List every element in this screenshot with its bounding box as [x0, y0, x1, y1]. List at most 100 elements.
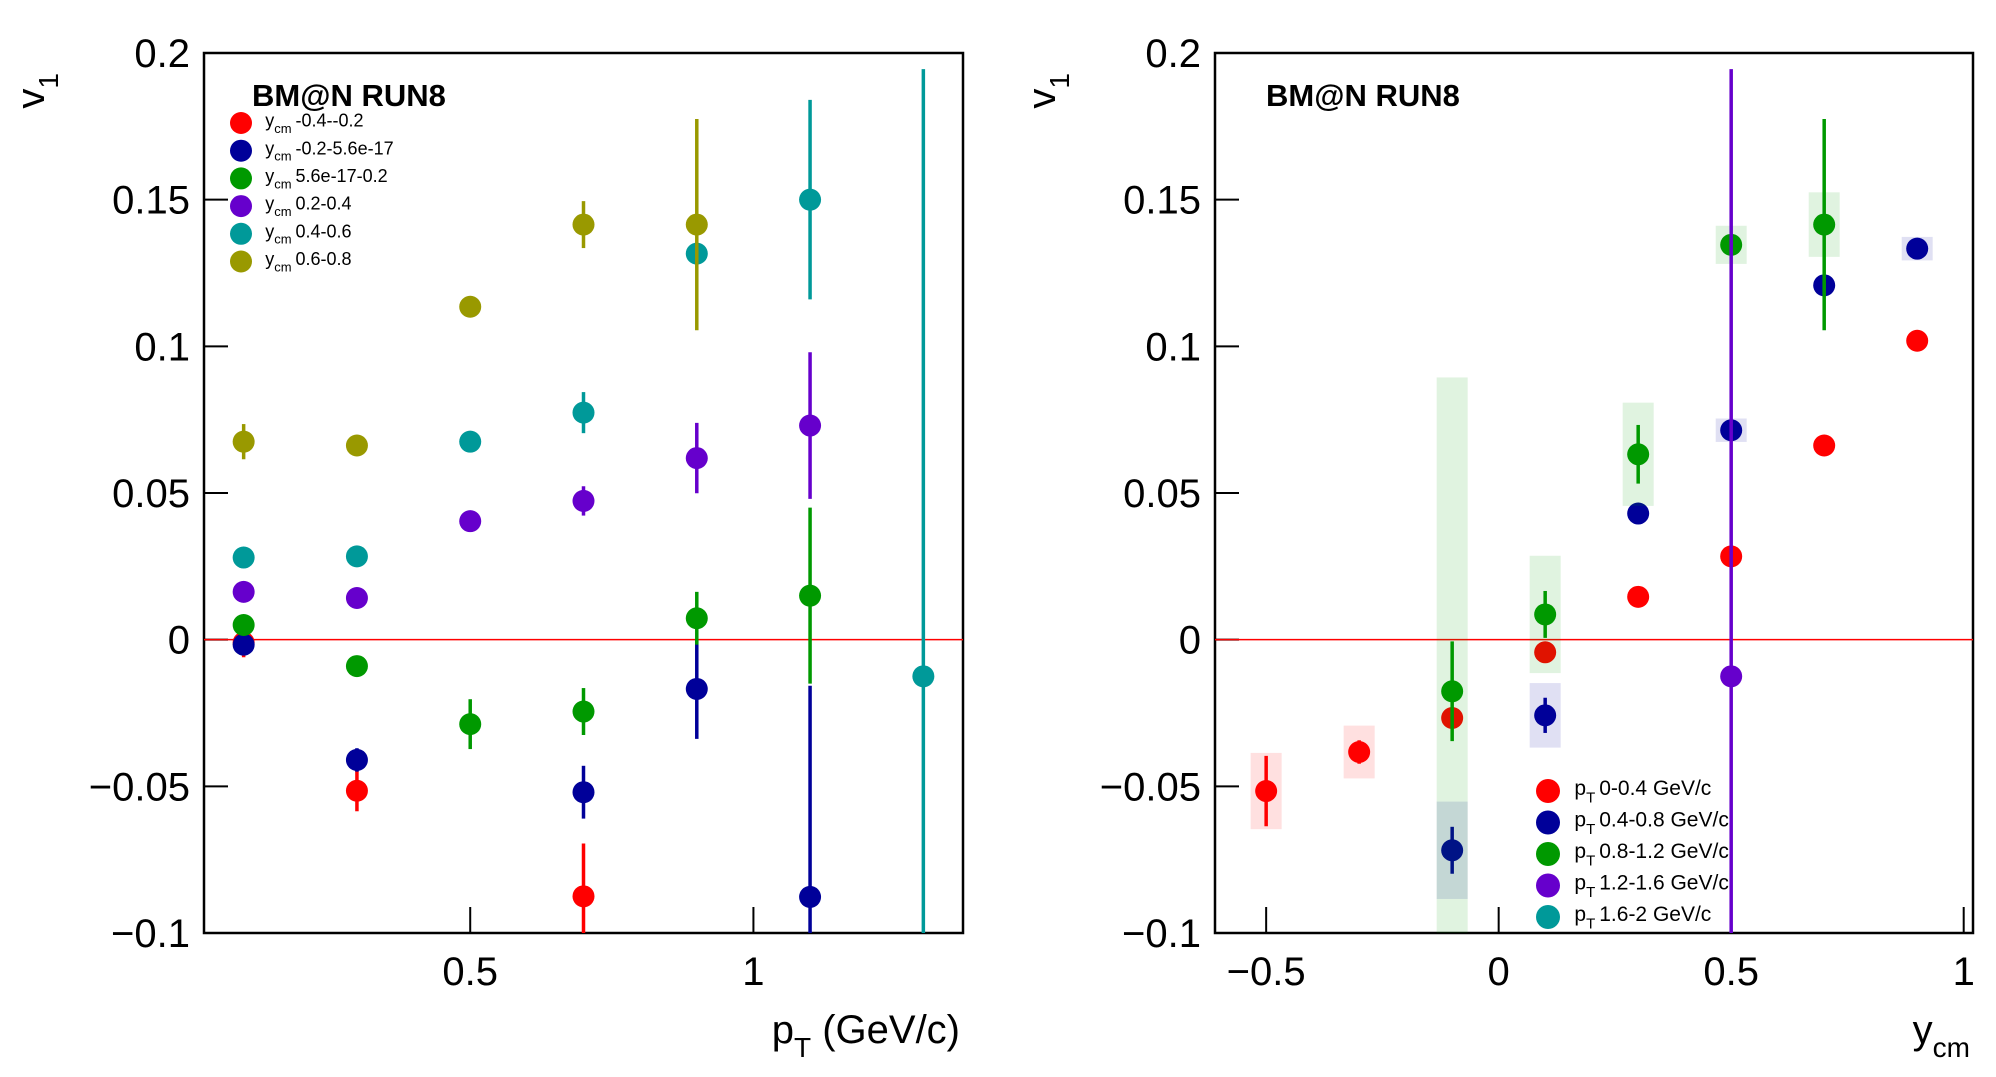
data-point [572, 213, 595, 236]
plot-area [1250, 69, 1933, 933]
data-point [572, 700, 595, 723]
x-tick-label: 0.5 [1703, 950, 1759, 994]
legend-name: 0.4-0.6 [296, 221, 352, 241]
x-axis-title: pT (GeV/c) [772, 1008, 960, 1063]
data-point [232, 633, 255, 656]
x-axis-title-part: cm [1933, 1032, 1970, 1063]
legend-label-part: cm [274, 149, 291, 164]
legend-name: 5.6e-17-0.2 [296, 166, 388, 186]
plot-area [232, 69, 935, 933]
data-point [685, 213, 708, 236]
y-tick-label: 0 [1179, 619, 1201, 663]
legend-marker [230, 250, 252, 273]
legend-label: pT 1.6-2 GeV/c [1574, 903, 1711, 932]
legend-name: 0.4-0.8 GeV/c [1599, 809, 1729, 832]
legend-name: 0.8-1.2 GeV/c [1599, 840, 1729, 863]
data-point [345, 587, 368, 610]
legend-label-part: cm [274, 232, 291, 247]
data-point [232, 430, 255, 453]
legend-label: pT 1.2-1.6 GeV/c [1574, 872, 1728, 901]
legend-marker [1536, 842, 1560, 866]
legend-label: ycm -0.4--0.2 [265, 111, 363, 136]
data-point [799, 188, 822, 211]
x-axis-title-part: y [1913, 1008, 1933, 1052]
data-point [459, 713, 482, 736]
data-point [1813, 434, 1836, 457]
data-point [1627, 502, 1650, 525]
data-point [345, 545, 368, 568]
data-point [1534, 603, 1557, 626]
legend-name: 1.6-2 GeV/c [1599, 903, 1711, 926]
x-axis-title-part: p [772, 1008, 794, 1052]
y-tick-label: 0.1 [1145, 325, 1201, 369]
legend-name: 0-0.4 GeV/c [1599, 777, 1711, 800]
data-point [459, 295, 482, 318]
y-axis-title-part: v [1020, 89, 1064, 109]
annotation: BM@N RUN8 [1266, 78, 1460, 113]
legend-name: -0.2-5.6e-17 [296, 138, 394, 158]
legend-label-part: p [1574, 903, 1586, 926]
data-point [685, 447, 708, 470]
y-tick-label: −0.1 [1122, 912, 1201, 956]
legend-label-part: T [1586, 884, 1595, 901]
legend-label-part: T [1586, 916, 1595, 933]
legend-label-part: p [1574, 809, 1586, 832]
x-axis-title: ycm [1913, 1008, 1970, 1063]
data-point [1348, 741, 1371, 764]
legend-label: pT 0.4-0.8 GeV/c [1574, 809, 1728, 838]
x-tick-label: 0.5 [442, 950, 498, 994]
data-point [685, 607, 708, 630]
data-point [1627, 585, 1650, 608]
data-point [799, 885, 822, 908]
legend-label-part: T [1586, 790, 1595, 807]
data-point [572, 489, 595, 512]
legend-name: 0.6-0.8 [296, 249, 352, 269]
legend-label: ycm 0.6-0.8 [265, 249, 351, 274]
data-point [1720, 665, 1743, 688]
data-point [1441, 839, 1464, 862]
legend-name: 0.2-0.4 [296, 194, 352, 214]
data-point [799, 414, 822, 437]
y-tick-label: 0.05 [1123, 472, 1201, 516]
data-point [345, 655, 368, 678]
legend-label-part: p [1574, 840, 1586, 863]
legend-label-part: p [1574, 777, 1586, 800]
data-point [799, 584, 822, 607]
legend-label-part: p [1574, 872, 1586, 895]
y-tick-label: 0.15 [112, 179, 190, 223]
data-point [1534, 704, 1557, 727]
y-tick-label: 0.2 [134, 32, 190, 76]
legend-name: 1.2-1.6 GeV/c [1599, 872, 1729, 895]
legend-label-part: cm [274, 204, 291, 219]
legend-marker [230, 195, 252, 218]
legend-label: ycm 0.4-0.6 [265, 221, 351, 246]
legend-label: ycm 5.6e-17-0.2 [265, 166, 387, 191]
legend-label-part: y [265, 138, 274, 158]
y-axis-title-part: 1 [33, 73, 64, 89]
legend-marker [230, 139, 252, 162]
legend-marker [1536, 779, 1560, 803]
data-point [912, 665, 935, 688]
legend-label: ycm 0.2-0.4 [265, 194, 351, 219]
legend-label-part: y [265, 166, 274, 186]
data-point [1441, 680, 1464, 703]
data-point [685, 677, 708, 700]
y-tick-label: 0.2 [1145, 32, 1201, 76]
y-axis-title: v1 [9, 73, 64, 109]
data-point [232, 614, 255, 636]
y-tick-label: −0.05 [1100, 765, 1201, 809]
legend-label-part: y [265, 111, 274, 131]
legend-label-part: cm [274, 176, 291, 191]
legend-label-part: cm [274, 259, 291, 274]
x-axis-title-part: (GeV/c) [811, 1008, 960, 1052]
legend-label: pT 0.8-1.2 GeV/c [1574, 840, 1728, 869]
x-axis-title-part: T [794, 1032, 811, 1063]
legend-marker [230, 112, 252, 134]
data-point [459, 510, 482, 533]
legend-label: pT 0-0.4 GeV/c [1574, 777, 1711, 806]
data-point [232, 580, 255, 603]
data-point [232, 546, 255, 569]
legend-label-part: cm [274, 121, 291, 136]
